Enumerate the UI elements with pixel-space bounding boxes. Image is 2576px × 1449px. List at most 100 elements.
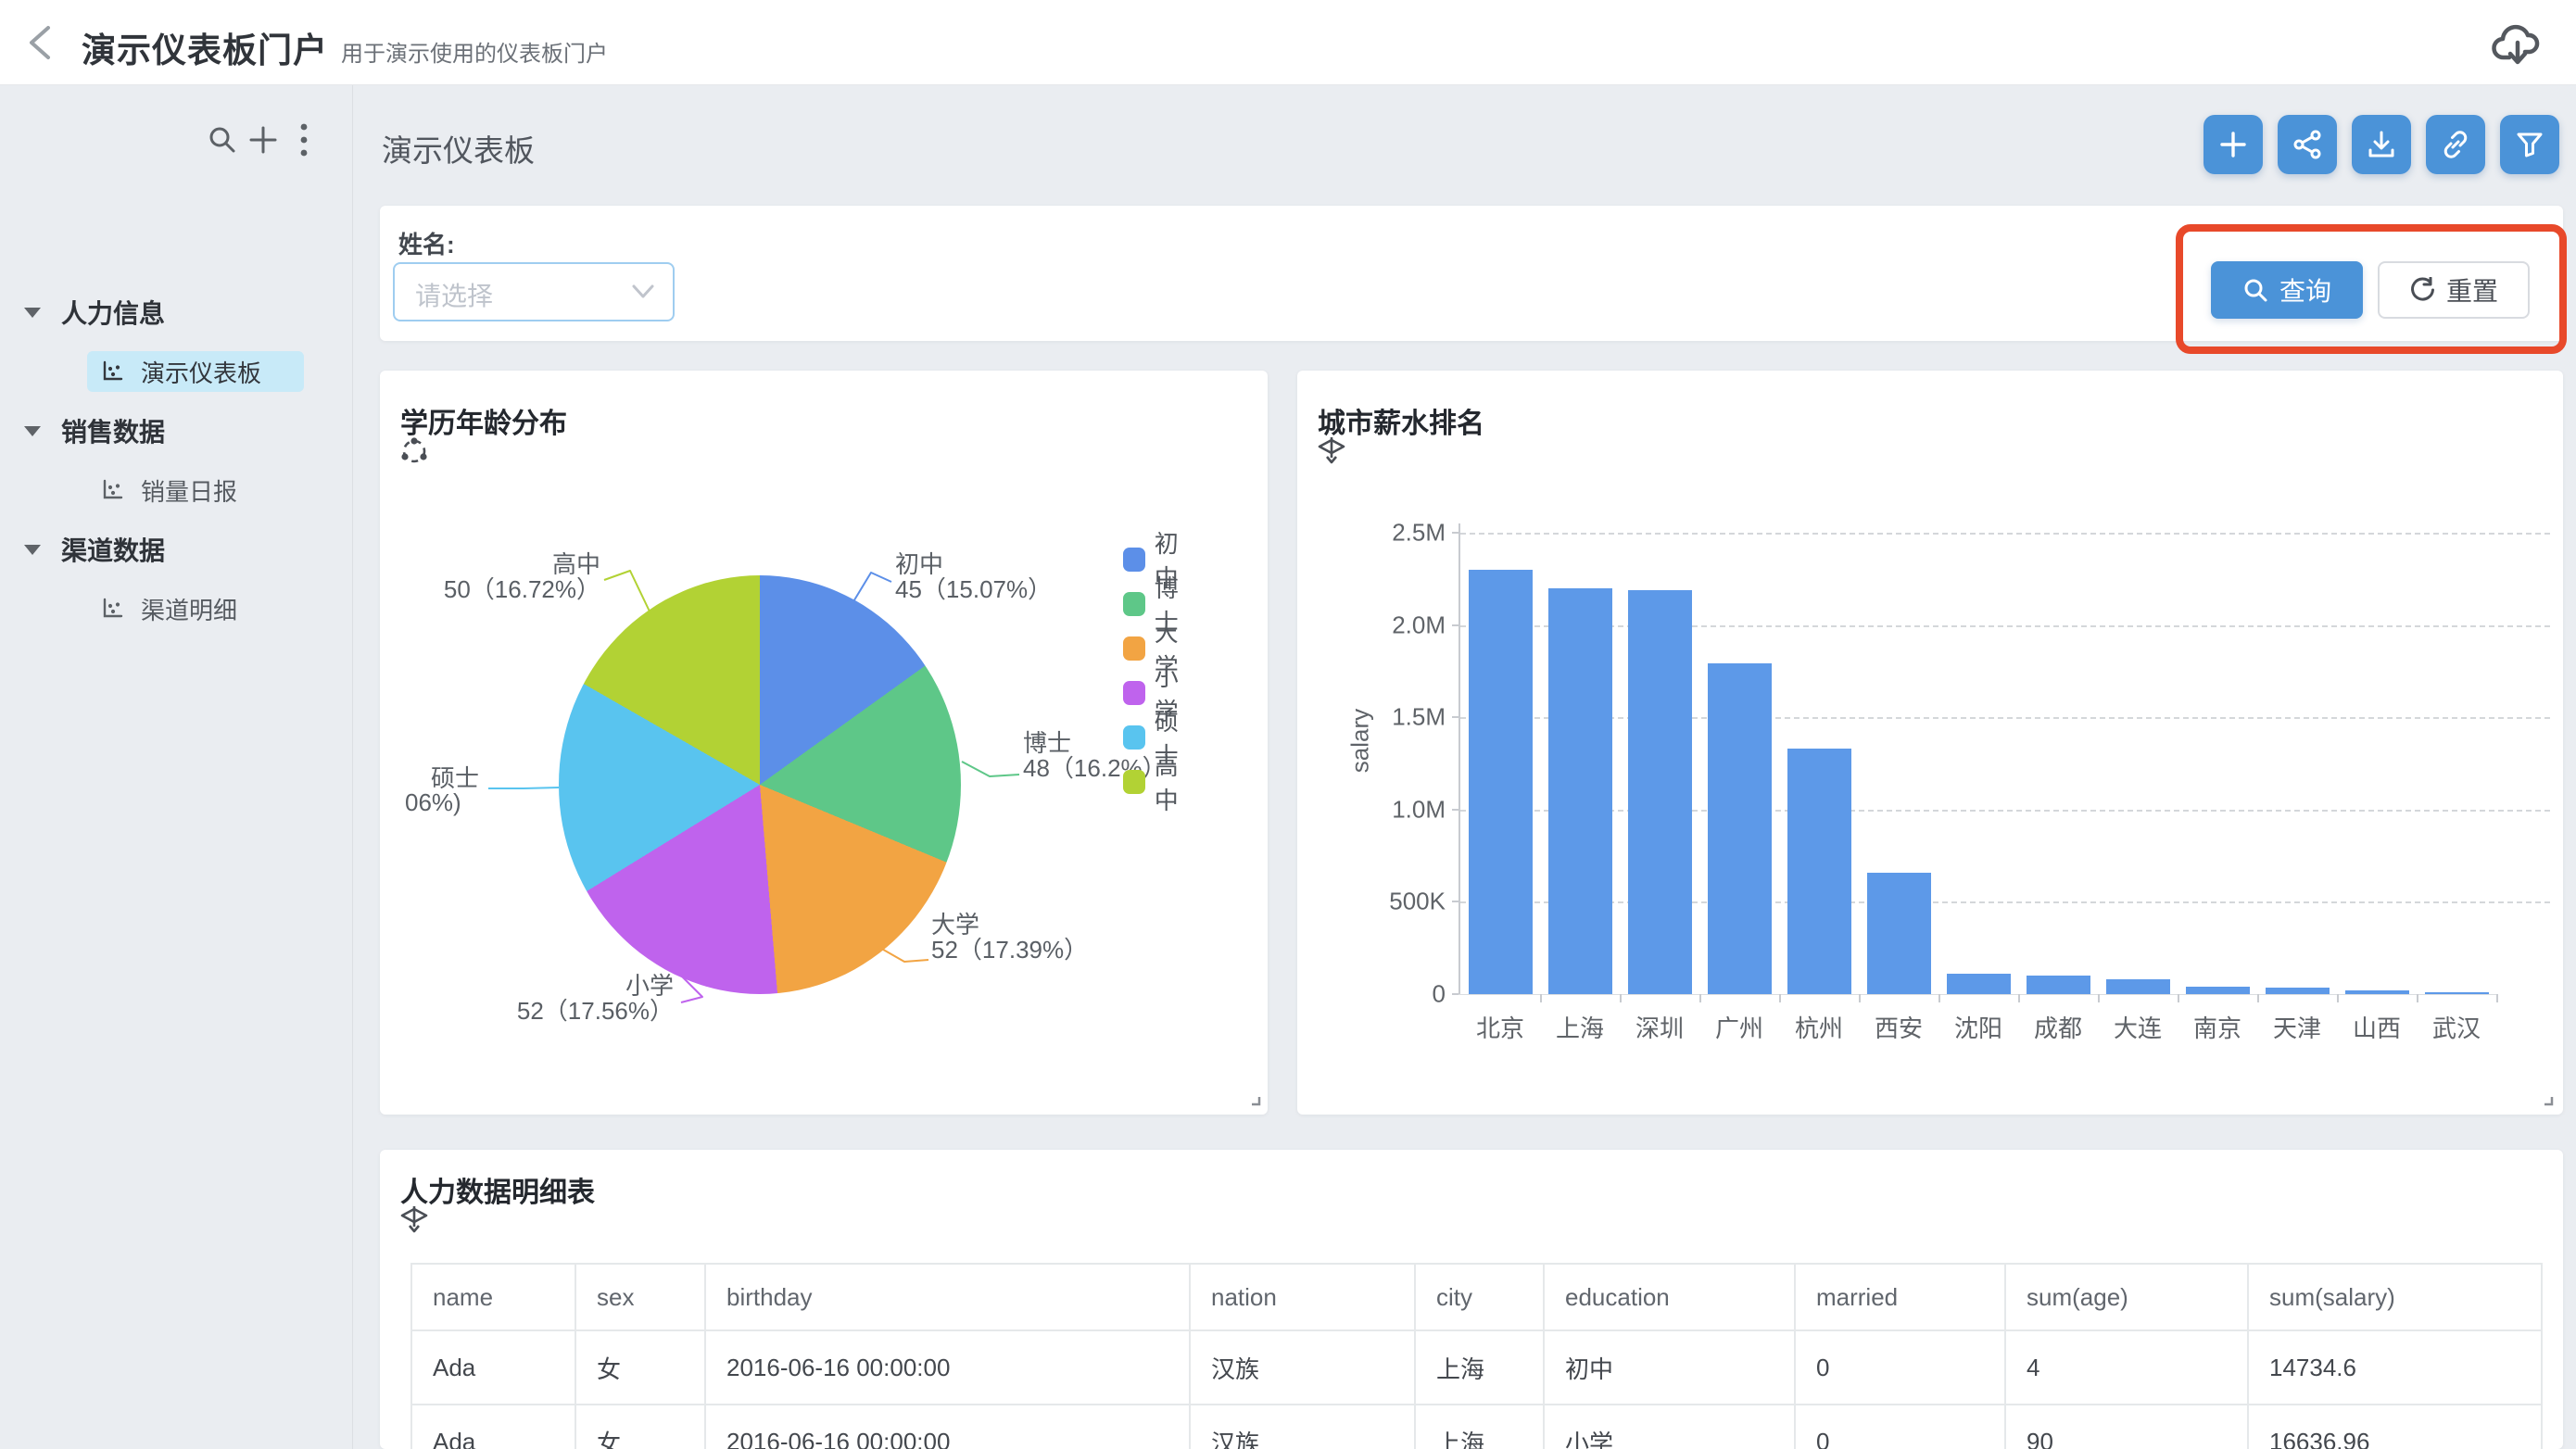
filter-button[interactable] [2500, 115, 2559, 174]
sidebar-item-演示仪表板[interactable]: 演示仪表板 [87, 351, 304, 392]
share-button[interactable] [2278, 115, 2337, 174]
tree-group-人力信息[interactable]: 人力信息 [0, 292, 352, 333]
caret-down-icon [24, 307, 41, 318]
bar-深圳[interactable] [1627, 590, 1692, 994]
name-select[interactable]: 请选择 [393, 262, 675, 321]
legend-swatch [1123, 770, 1145, 794]
x-tick-mark [1859, 994, 1861, 1002]
search-icon [2244, 279, 2267, 302]
x-tick-mark [1938, 994, 1940, 1002]
drill-icon[interactable] [1318, 435, 1345, 470]
chevron-down-icon [630, 283, 656, 306]
x-tick-label: 大连 [2113, 1014, 2163, 1042]
table-cell: 0 [1794, 1404, 2006, 1449]
pie-chart-title: 学历年龄分布 [400, 409, 567, 439]
bar-天津[interactable] [2265, 988, 2330, 994]
bar-chart-card: 城市薪水排名 salary 2.5M 2.0M 1.5M 1.0M 500K 0 北京 上海深… [1297, 371, 2563, 1115]
x-axis-line [1458, 994, 2496, 995]
bar-南京[interactable] [2185, 987, 2250, 994]
add-icon[interactable] [243, 112, 284, 168]
table-cell: 4 [2004, 1329, 2249, 1405]
sidebar: 人力信息演示仪表板销售数据销量日报渠道数据渠道明细 [0, 84, 353, 1449]
sidebar-item-渠道明细[interactable]: 渠道明细 [87, 588, 304, 629]
table-cell: 女 [575, 1329, 706, 1405]
legend-item-高中[interactable]: 高中 [1123, 748, 1188, 816]
legend-item-硕士[interactable]: 硕士 [1123, 703, 1188, 772]
legend-label: 小学 [1154, 663, 1179, 725]
linkage-icon[interactable] [400, 437, 428, 470]
legend-item-小学[interactable]: 小学 [1123, 659, 1188, 727]
pie-slice-label-大学: 大学 52（17.39%） [931, 911, 1089, 964]
kebab-menu-icon[interactable] [284, 112, 324, 168]
cloud-download-button[interactable] [2489, 17, 2548, 69]
x-tick-mark [2257, 994, 2259, 1002]
y-tick-mark [1452, 993, 1460, 995]
reset-button[interactable]: 重置 [2378, 261, 2530, 319]
tree-group-label: 销售数据 [61, 418, 166, 447]
x-tick-mark [1620, 994, 1622, 1002]
download-button[interactable] [2352, 115, 2411, 174]
legend-item-初中[interactable]: 初中 [1123, 525, 1188, 594]
tree-group-渠道数据[interactable]: 渠道数据 [0, 529, 352, 570]
add-component-button[interactable] [2203, 115, 2263, 174]
x-tick-label: 沈阳 [1953, 1014, 2003, 1042]
column-header-sum(salary): sum(salary) [2247, 1263, 2543, 1331]
x-tick-mark [1779, 994, 1781, 1002]
download-icon [2368, 131, 2394, 158]
table-cell: 初中 [1543, 1329, 1796, 1405]
back-button[interactable] [20, 20, 65, 65]
sidebar-item-销量日报[interactable]: 销量日报 [87, 470, 304, 510]
y-tick-mark [1452, 624, 1460, 626]
resize-handle-icon[interactable] [1246, 1091, 1261, 1106]
legend-swatch [1123, 636, 1145, 661]
x-tick-mark [2417, 994, 2418, 1002]
x-tick-label: 天津 [2272, 1014, 2322, 1042]
x-tick-mark [1699, 994, 1701, 1002]
bar-武汉[interactable] [2424, 992, 2489, 994]
drill-icon[interactable] [400, 1204, 428, 1239]
chart-icon [100, 597, 124, 621]
legend-swatch [1123, 548, 1145, 572]
share-icon [2293, 130, 2321, 159]
x-tick-label: 杭州 [1794, 1014, 1844, 1042]
filter-field-label: 姓名: [398, 231, 455, 258]
legend-label: 高中 [1154, 752, 1179, 814]
query-button[interactable]: 查询 [2211, 261, 2363, 319]
filter-funnel-icon [2517, 132, 2543, 158]
y-tick-label: 1.0M [1392, 795, 1446, 824]
pie-chart[interactable] [559, 575, 961, 994]
bar-沈阳[interactable] [1946, 974, 2011, 994]
table-cell: Ada [410, 1404, 576, 1449]
bar-北京[interactable] [1468, 570, 1533, 994]
resize-handle-icon[interactable] [2539, 1091, 2554, 1106]
bar-广州[interactable] [1707, 663, 1772, 994]
link-button[interactable] [2426, 115, 2485, 174]
bar-成都[interactable] [2026, 976, 2090, 994]
x-tick-label: 广州 [1714, 1014, 1764, 1042]
legend-item-大学[interactable]: 大学 [1123, 614, 1188, 683]
tree-item-label: 演示仪表板 [141, 359, 262, 387]
x-tick-mark [1540, 994, 1542, 1002]
bar-杭州[interactable] [1787, 749, 1851, 994]
x-tick-label: 南京 [2192, 1014, 2242, 1042]
table-card: 人力数据明细表 name sex birthday nation city educati… [380, 1150, 2563, 1449]
bar-西安[interactable] [1866, 873, 1931, 994]
tree-group-label: 渠道数据 [61, 536, 166, 565]
bar-大连[interactable] [2105, 979, 2170, 994]
dashboard-title: 演示仪表板 [382, 133, 535, 168]
legend-item-博士[interactable]: 博士 [1123, 570, 1188, 638]
legend-label: 硕士 [1154, 708, 1179, 770]
table-cell: 2016-06-16 00:00:00 [704, 1404, 1191, 1449]
bar-chart-title: 城市薪水排名 [1318, 409, 1484, 439]
x-tick-label: 深圳 [1635, 1014, 1685, 1042]
legend-label: 博士 [1154, 574, 1179, 636]
tree-group-销售数据[interactable]: 销售数据 [0, 410, 352, 451]
search-icon[interactable] [202, 112, 243, 168]
table-row: Ada 女 2016-06-16 00:00:00 汉族 上海 初中 0 4 14734.6 [410, 1329, 2543, 1405]
bar-上海[interactable] [1547, 588, 1612, 994]
y-tick-mark [1452, 808, 1460, 811]
column-header-name: name [410, 1263, 576, 1331]
bar-山西[interactable] [2344, 990, 2409, 994]
table-cell: 汉族 [1189, 1404, 1416, 1449]
table-title: 人力数据明细表 [400, 1178, 595, 1208]
